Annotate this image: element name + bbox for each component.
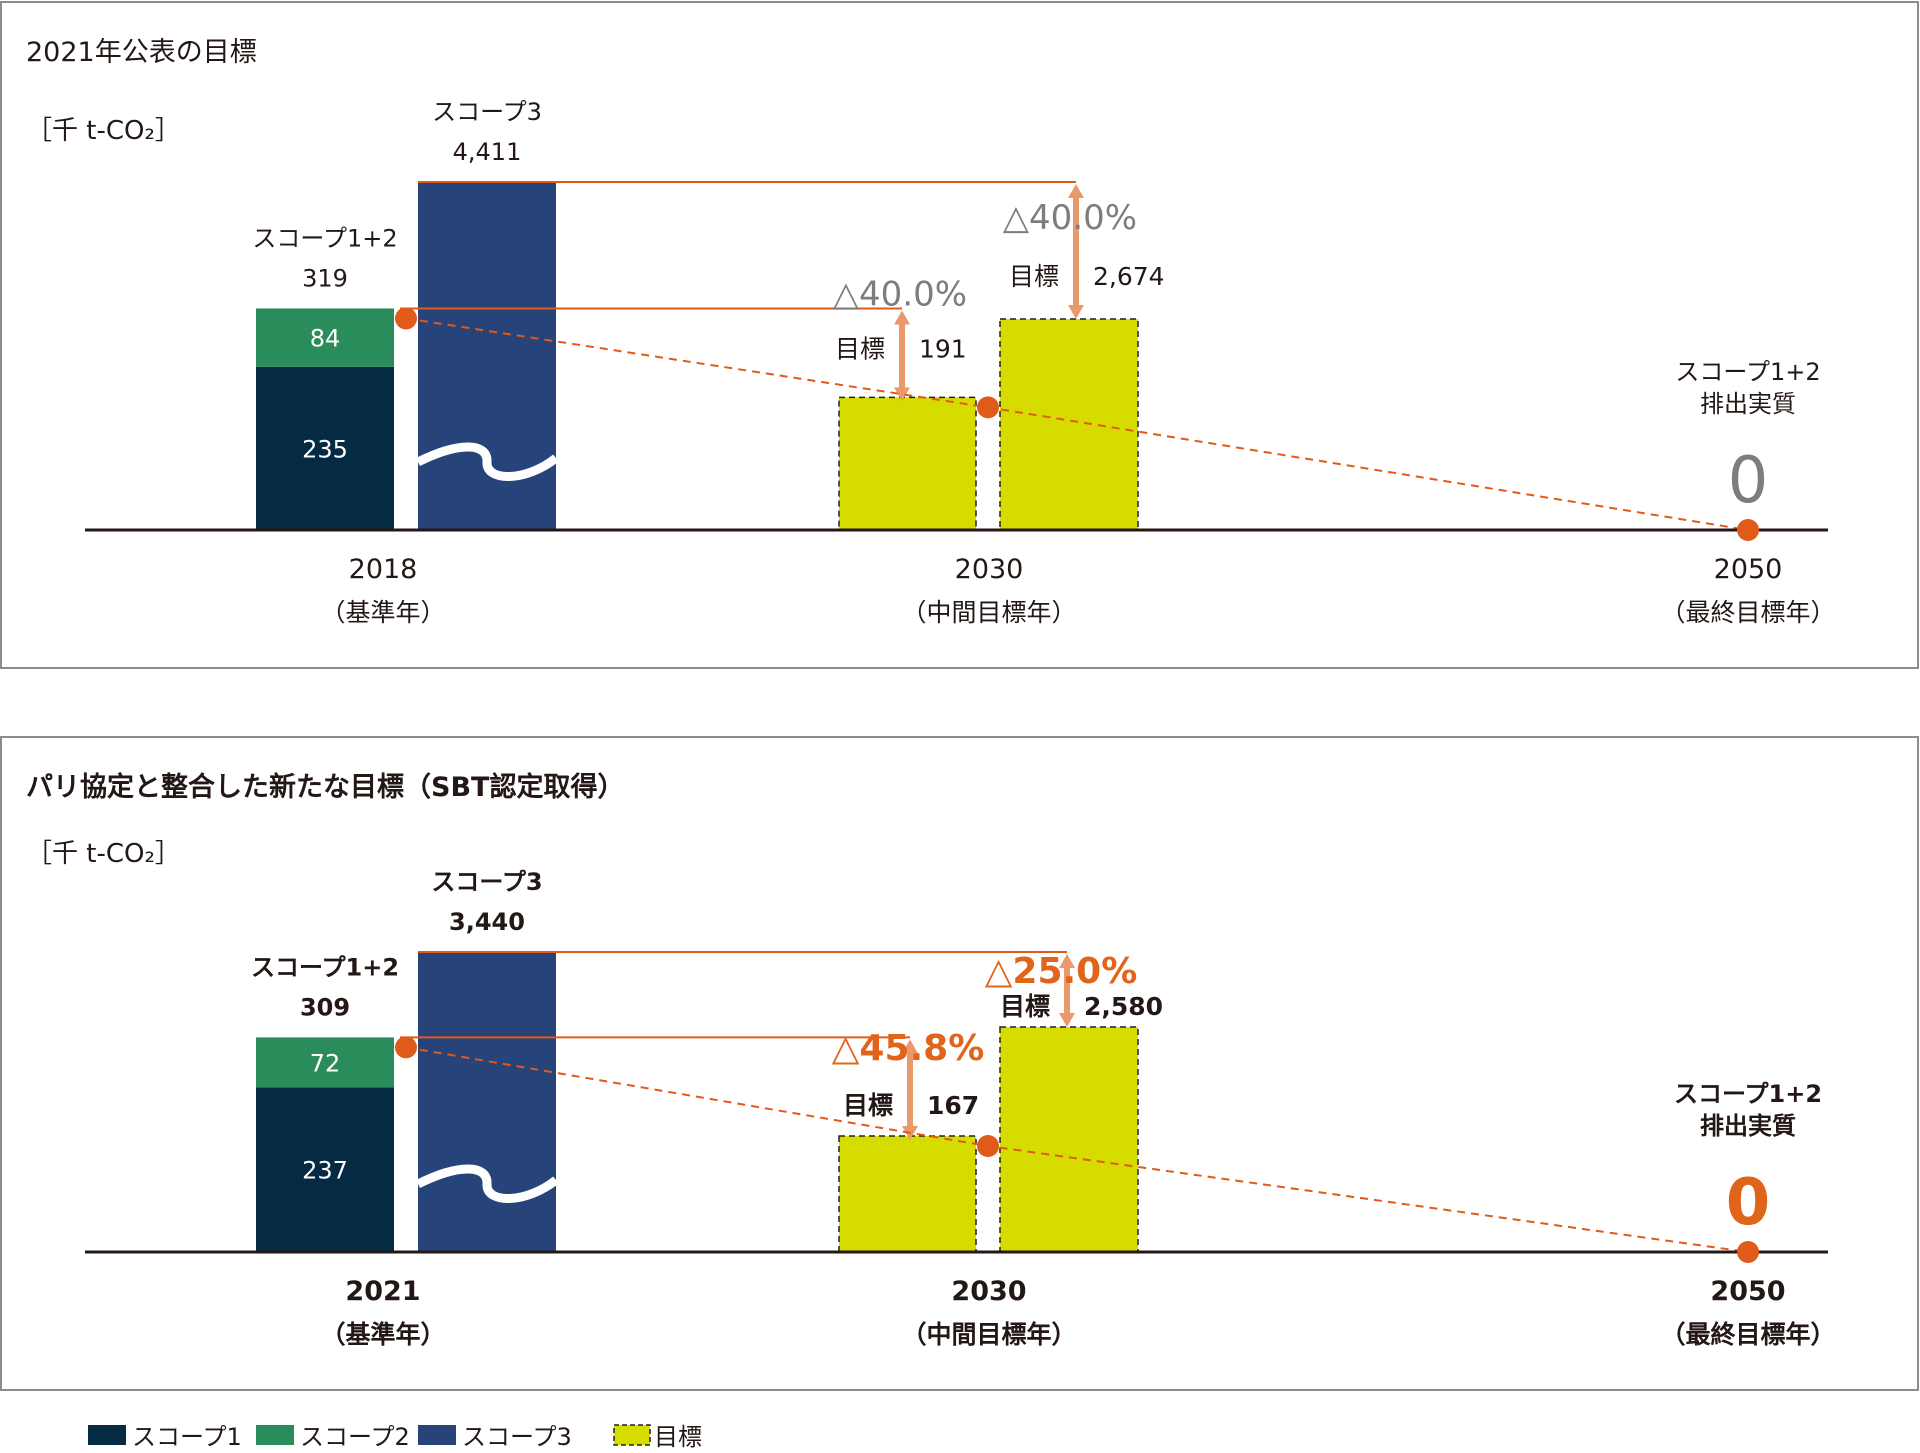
net-zero-label-line2: 排出実質 xyxy=(1700,1112,1796,1140)
scope3-base-label: スコープ3 xyxy=(432,98,542,126)
reduction-label-scope12: △45.8% xyxy=(832,1028,985,1069)
net-zero-label-line1: スコープ1+2 xyxy=(1674,1080,1822,1108)
bar-scope1 xyxy=(256,366,394,530)
scope12-base-total: 309 xyxy=(300,993,350,1021)
reduction-arrow-scope12-head-up xyxy=(894,310,910,325)
trajectory-point-2 xyxy=(977,1135,999,1158)
trajectory-point-3 xyxy=(1737,519,1759,541)
bar-label-scope1: 235 xyxy=(302,435,348,463)
legend: スコープ1 スコープ2 スコープ3 目標 xyxy=(88,1423,702,1451)
panel-frame xyxy=(0,1,1919,669)
bar-target-scope3 xyxy=(999,1026,1139,1253)
bar-target-scope12 xyxy=(838,396,977,531)
scope12-base-total: 319 xyxy=(302,264,348,292)
bar-target-scope3 xyxy=(999,318,1139,531)
trajectory-point-1 xyxy=(395,1036,417,1059)
scope12-base-label: スコープ1+2 xyxy=(252,224,397,252)
reduction-label-scope12: △40.0% xyxy=(833,274,967,314)
x-tick-label-2: （中間目標年） xyxy=(901,598,1076,627)
chart-panel-1: 2021年公表の目標 ［千 t-CO₂］ 235 84 スコープ1+2 319 スコープ3 4… xyxy=(0,1,1919,669)
reduction-arrow-scope3-head-up xyxy=(1059,954,1075,968)
reduction-arrow-scope12-head-down xyxy=(894,387,910,402)
legend-label-3: スコープ3 xyxy=(462,1423,572,1451)
chart-title: 2021年公表の目標 xyxy=(26,37,257,68)
x-tick-label-3: （最終目標年） xyxy=(1660,1320,1835,1349)
bar-target-scope12 xyxy=(838,1135,977,1253)
legend-label-2: スコープ2 xyxy=(300,1423,410,1451)
bar-label-scope2: 84 xyxy=(310,325,341,353)
scope3-base-total: 3,440 xyxy=(449,908,525,936)
reduction-arrow-scope3-head-down xyxy=(1068,305,1084,320)
scope3-base-total: 4,411 xyxy=(453,138,522,166)
reduction-arrow-scope12-head-up xyxy=(902,1039,918,1054)
bar-scope3 xyxy=(418,952,556,1252)
legend-swatch-3 xyxy=(418,1425,456,1445)
target-label-scope3: 目標 xyxy=(1009,262,1059,291)
trajectory-point-1 xyxy=(395,307,417,330)
target-value-scope12: 167 xyxy=(927,1091,979,1120)
chart-title: パリ協定と整合した新たな目標（SBT認定取得） xyxy=(26,771,624,803)
x-tick-year-2: 2030 xyxy=(951,1276,1026,1307)
trajectory-point-3 xyxy=(1737,1241,1759,1263)
x-tick-year-2: 2030 xyxy=(955,554,1024,585)
x-tick-year-3: 2050 xyxy=(1710,1276,1785,1307)
target-label-scope12: 目標 xyxy=(843,1091,893,1120)
x-tick-year-1: 2018 xyxy=(349,554,418,585)
reduction-arrow-scope3-head-up xyxy=(1068,184,1084,198)
x-tick-year-3: 2050 xyxy=(1714,554,1783,585)
x-tick-label-1: （基準年） xyxy=(320,1320,445,1349)
target-label-scope12: 目標 xyxy=(835,334,885,363)
target-value-scope12: 191 xyxy=(919,334,967,363)
bar-scope1 xyxy=(256,1087,394,1252)
target-value-scope3: 2,580 xyxy=(1084,992,1163,1021)
legend-swatch-4 xyxy=(613,1424,651,1446)
reduction-label-scope3: △25.0% xyxy=(985,951,1138,992)
bar-label-scope2: 72 xyxy=(310,1049,341,1077)
scope12-base-label: スコープ1+2 xyxy=(251,953,399,981)
axis-break-mark xyxy=(415,1164,559,1203)
unit-label: ［千 t-CO₂］ xyxy=(26,116,181,146)
bar-scope2 xyxy=(256,308,394,367)
reduction-arrow-scope3-head-down xyxy=(1059,1013,1075,1027)
net-zero-label-line1: スコープ1+2 xyxy=(1675,358,1820,386)
unit-label: ［千 t-CO₂］ xyxy=(26,839,181,869)
axis-break-mark xyxy=(415,442,559,481)
net-zero-label-line2: 排出実質 xyxy=(1700,390,1796,418)
target-value-scope3: 2,674 xyxy=(1093,262,1165,291)
legend-label-4: 目標 xyxy=(654,1423,702,1451)
chart-panel-2: パリ協定と整合した新たな目標（SBT認定取得） ［千 t-CO₂］ 237 72 スコー… xyxy=(0,736,1919,1391)
net-zero-value: 0 xyxy=(1728,444,1769,518)
bar-scope2 xyxy=(256,1037,394,1088)
x-tick-label-2: （中間目標年） xyxy=(901,1320,1076,1349)
bar-label-scope1: 237 xyxy=(302,1157,348,1185)
legend-swatch-1 xyxy=(88,1425,126,1445)
x-tick-year-1: 2021 xyxy=(345,1276,420,1307)
x-tick-label-1: （基準年） xyxy=(320,598,445,627)
x-tick-label-3: （最終目標年） xyxy=(1660,598,1835,627)
bar-scope3 xyxy=(418,182,556,530)
reduction-label-scope3: △40.0% xyxy=(1003,198,1137,238)
legend-swatch-2 xyxy=(256,1425,294,1445)
net-zero-value: 0 xyxy=(1726,1166,1771,1240)
scope3-base-label: スコープ3 xyxy=(431,868,542,896)
trajectory-point-2 xyxy=(977,396,999,419)
panel-frame xyxy=(0,736,1919,1391)
target-label-scope3: 目標 xyxy=(1000,992,1050,1021)
legend-label-1: スコープ1 xyxy=(132,1423,242,1451)
